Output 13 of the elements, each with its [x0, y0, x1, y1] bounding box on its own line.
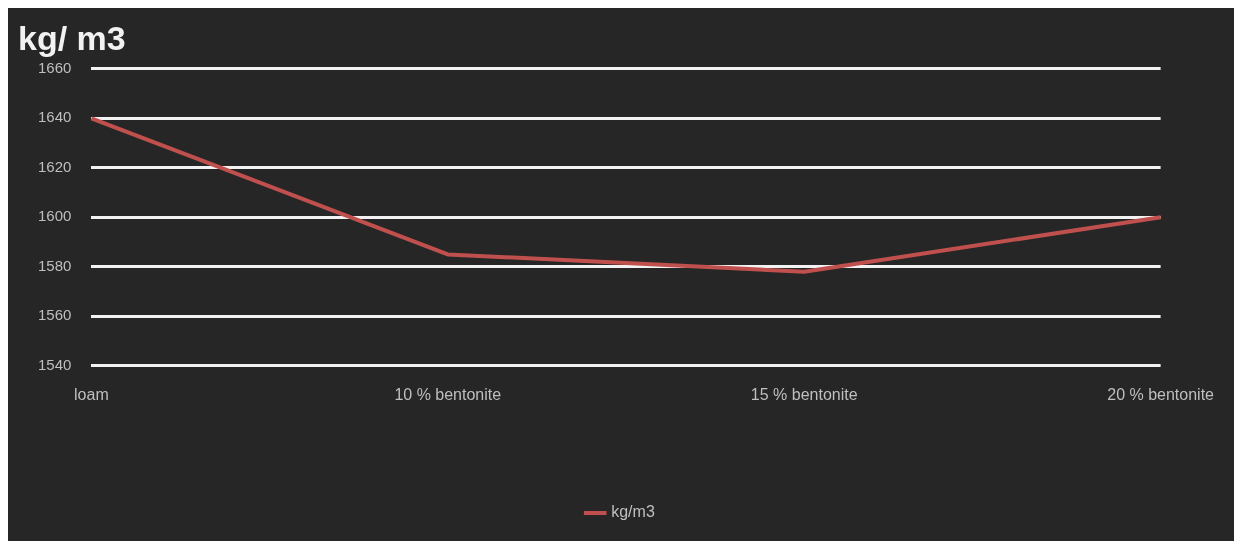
- y-tick-label: 1560: [37, 306, 72, 324]
- chart-title: kg/ m3: [18, 18, 126, 57]
- x-tick-label: 15 % bentonite: [750, 385, 858, 403]
- legend-label: kg/m3: [611, 503, 655, 521]
- x-tick-label: loam: [74, 385, 109, 403]
- y-tick-label: 1600: [37, 207, 72, 225]
- y-tick-label: 1580: [37, 256, 72, 274]
- y-tick-label: 1540: [37, 355, 72, 373]
- y-tick-label: 1620: [37, 157, 72, 175]
- y-tick-label: 1640: [37, 108, 72, 126]
- y-tick-label: 1660: [37, 58, 72, 76]
- x-tick-label: 20 % bentonite: [1107, 385, 1215, 403]
- x-tick-label: 10 % bentonite: [394, 385, 502, 403]
